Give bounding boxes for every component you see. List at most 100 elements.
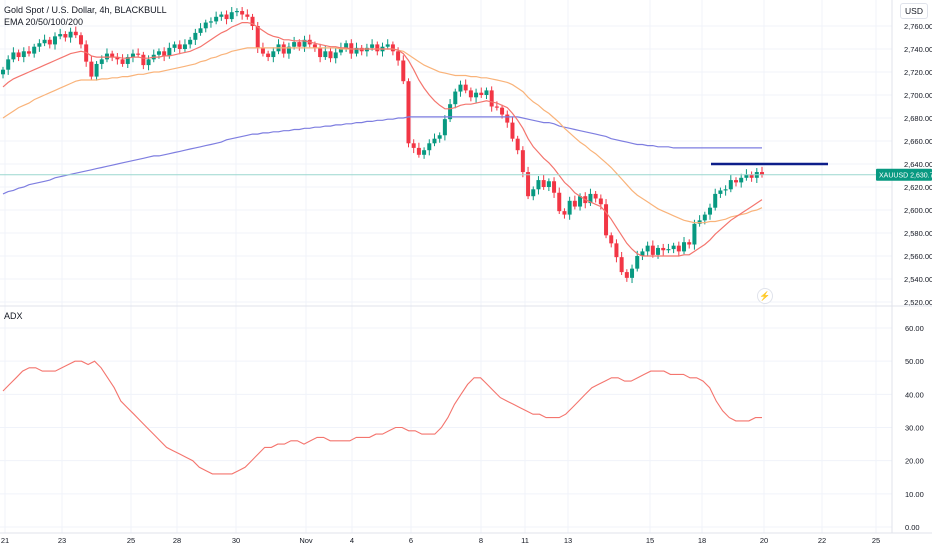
candle-body[interactable]	[188, 39, 193, 45]
candle-body[interactable]	[115, 57, 120, 60]
candle[interactable]	[614, 239, 619, 263]
candle-body[interactable]	[609, 235, 614, 244]
candle[interactable]	[234, 8, 239, 17]
candle-body[interactable]	[728, 180, 733, 190]
candle-body[interactable]	[73, 31, 78, 36]
candle-body[interactable]	[224, 14, 229, 20]
candle-body[interactable]	[208, 21, 213, 23]
candle[interactable]	[619, 251, 624, 275]
candle[interactable]	[463, 79, 468, 94]
candle[interactable]	[650, 240, 655, 258]
candle-body[interactable]	[167, 47, 172, 56]
candle-body[interactable]	[390, 44, 395, 52]
candle-body[interactable]	[453, 91, 458, 105]
candle-body[interactable]	[26, 51, 31, 54]
candle-body[interactable]	[531, 189, 536, 197]
candle[interactable]	[572, 195, 577, 210]
candle[interactable]	[104, 48, 109, 63]
candle-body[interactable]	[6, 59, 11, 70]
candle-body[interactable]	[702, 214, 707, 221]
candle-body[interactable]	[645, 245, 650, 252]
candle[interactable]	[500, 104, 505, 119]
candle-body[interactable]	[94, 63, 99, 77]
candle[interactable]	[73, 26, 78, 39]
candle-body[interactable]	[692, 223, 697, 245]
candle-body[interactable]	[562, 211, 567, 215]
candle-body[interactable]	[52, 36, 57, 45]
symbol-badge[interactable]: XAUUSD 2,630.70	[876, 168, 932, 181]
candle-body[interactable]	[718, 190, 723, 194]
candle-body[interactable]	[708, 207, 713, 215]
candle[interactable]	[47, 36, 52, 49]
candle[interactable]	[224, 10, 229, 25]
candle-body[interactable]	[328, 51, 333, 59]
candle[interactable]	[661, 243, 666, 256]
candle-body[interactable]	[198, 28, 203, 33]
candle-body[interactable]	[266, 53, 271, 58]
candle[interactable]	[1, 66, 5, 79]
candle-body[interactable]	[333, 52, 338, 59]
candle-body[interactable]	[182, 44, 187, 49]
candle[interactable]	[219, 11, 224, 21]
candle-body[interactable]	[172, 44, 177, 48]
candle[interactable]	[458, 80, 463, 97]
candle-body[interactable]	[427, 143, 432, 151]
candle-body[interactable]	[593, 193, 598, 199]
candle[interactable]	[328, 48, 333, 63]
adx-pane[interactable]	[2, 360, 762, 475]
candle-body[interactable]	[557, 192, 562, 212]
candle-body[interactable]	[676, 245, 681, 252]
candle[interactable]	[515, 135, 520, 155]
candle[interactable]	[567, 196, 572, 220]
candle[interactable]	[526, 166, 531, 200]
candle-body[interactable]	[458, 84, 463, 92]
candle-body[interactable]	[661, 247, 666, 251]
candle[interactable]	[411, 139, 416, 154]
candle-body[interactable]	[203, 22, 208, 29]
candle-body[interactable]	[255, 26, 260, 48]
candle[interactable]	[333, 48, 338, 64]
candle[interactable]	[16, 49, 21, 62]
candle-body[interactable]	[125, 57, 130, 64]
candle[interactable]	[552, 177, 557, 198]
candle[interactable]	[422, 147, 427, 159]
candle-body[interactable]	[687, 242, 692, 245]
candle[interactable]	[21, 47, 26, 63]
candle-body[interactable]	[37, 43, 42, 47]
candle-body[interactable]	[11, 52, 16, 60]
candle-body[interactable]	[656, 247, 661, 255]
candle-body[interactable]	[338, 47, 343, 53]
candle-body[interactable]	[141, 54, 146, 66]
candle[interactable]	[437, 132, 442, 143]
candle-body[interactable]	[640, 251, 645, 256]
candle[interactable]	[687, 239, 692, 249]
candle[interactable]	[656, 245, 661, 259]
candle-body[interactable]	[489, 90, 494, 107]
candle-body[interactable]	[78, 35, 83, 45]
candle[interactable]	[385, 39, 390, 50]
candle[interactable]	[110, 50, 115, 62]
candle-body[interactable]	[104, 53, 109, 60]
candle[interactable]	[562, 208, 567, 219]
candle[interactable]	[6, 55, 11, 75]
candle[interactable]	[442, 115, 447, 141]
candle[interactable]	[208, 17, 213, 28]
candle-body[interactable]	[58, 34, 63, 37]
price-pane[interactable]	[0, 7, 892, 284]
candle[interactable]	[645, 241, 650, 257]
candle[interactable]	[728, 174, 733, 193]
candle-body[interactable]	[723, 189, 728, 191]
candle-body[interactable]	[271, 51, 276, 58]
candle-body[interactable]	[422, 150, 427, 155]
candle-body[interactable]	[32, 46, 37, 54]
candle-body[interactable]	[484, 90, 489, 95]
ema20-line[interactable]	[2, 22, 763, 257]
candle-body[interactable]	[494, 106, 499, 108]
lightning-icon[interactable]: ⚡	[757, 288, 773, 304]
candle[interactable]	[723, 185, 728, 196]
candle[interactable]	[754, 168, 759, 183]
candle-body[interactable]	[68, 31, 73, 38]
candle-body[interactable]	[432, 138, 437, 144]
candle[interactable]	[37, 39, 42, 52]
ema50-line[interactable]	[2, 47, 763, 224]
